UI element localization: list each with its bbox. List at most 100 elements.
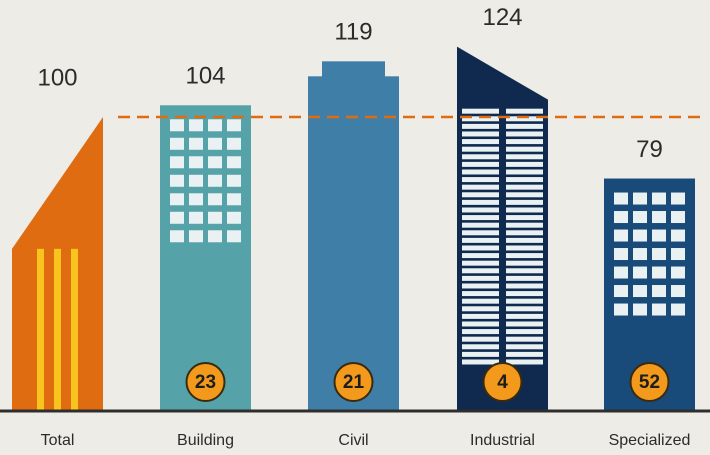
window (671, 193, 685, 205)
stripe (37, 249, 44, 410)
window (506, 359, 543, 364)
window (189, 138, 203, 150)
window (462, 154, 499, 159)
stripe (54, 249, 61, 410)
window (189, 119, 203, 131)
window (462, 268, 499, 273)
value-label: 104 (185, 63, 225, 90)
window (462, 337, 499, 342)
window (633, 267, 647, 279)
window (462, 321, 499, 326)
window (462, 359, 499, 364)
category-label: Building (177, 432, 234, 449)
category-label: Total (41, 432, 75, 449)
window (227, 175, 241, 187)
window (462, 230, 499, 235)
window (633, 193, 647, 205)
window (506, 276, 543, 281)
window (189, 230, 203, 242)
window (506, 245, 543, 250)
window (462, 344, 499, 349)
window (462, 245, 499, 250)
window (227, 119, 241, 131)
window (462, 283, 499, 288)
window (506, 352, 543, 357)
window (506, 283, 543, 288)
window (189, 193, 203, 205)
window (462, 329, 499, 334)
window (506, 261, 543, 266)
window (462, 306, 499, 311)
bar (308, 76, 399, 410)
window (614, 267, 628, 279)
window (462, 162, 499, 167)
window (506, 124, 543, 129)
window (633, 248, 647, 260)
window (506, 344, 543, 349)
window (208, 212, 222, 224)
window (462, 124, 499, 129)
window (506, 238, 543, 243)
window (633, 304, 647, 316)
share-label: 23 (195, 372, 216, 393)
window (208, 119, 222, 131)
window (506, 177, 543, 182)
window (462, 192, 499, 197)
window (506, 200, 543, 205)
category-label: Specialized (609, 432, 691, 449)
window (506, 321, 543, 326)
value-label: 124 (482, 4, 522, 31)
window (208, 230, 222, 242)
window (170, 156, 184, 168)
window (506, 299, 543, 304)
building (12, 117, 103, 410)
window (614, 193, 628, 205)
window (462, 238, 499, 243)
window (671, 248, 685, 260)
window (208, 175, 222, 187)
window (189, 156, 203, 168)
window (506, 109, 543, 114)
window (462, 207, 499, 212)
window (506, 314, 543, 319)
window (208, 156, 222, 168)
window (506, 131, 543, 136)
share-label: 21 (343, 372, 365, 393)
window (462, 223, 499, 228)
window (462, 131, 499, 136)
window (462, 169, 499, 174)
window (652, 304, 666, 316)
window (462, 215, 499, 220)
window (652, 230, 666, 242)
window (462, 253, 499, 258)
window (462, 352, 499, 357)
window (633, 211, 647, 223)
category-label: Civil (338, 432, 368, 449)
window (633, 230, 647, 242)
window (170, 212, 184, 224)
window (462, 109, 499, 114)
window (506, 169, 543, 174)
window (506, 162, 543, 167)
window (652, 248, 666, 260)
window (671, 304, 685, 316)
window (462, 276, 499, 281)
window (506, 291, 543, 296)
window (462, 147, 499, 152)
window (462, 177, 499, 182)
window (652, 211, 666, 223)
window (614, 211, 628, 223)
share-label: 52 (639, 372, 660, 393)
window (671, 211, 685, 223)
window (462, 139, 499, 144)
window (189, 212, 203, 224)
window (189, 175, 203, 187)
window (462, 299, 499, 304)
window (614, 248, 628, 260)
window (652, 193, 666, 205)
window (506, 185, 543, 190)
window (506, 329, 543, 334)
window (506, 253, 543, 258)
window (633, 285, 647, 297)
window (170, 175, 184, 187)
